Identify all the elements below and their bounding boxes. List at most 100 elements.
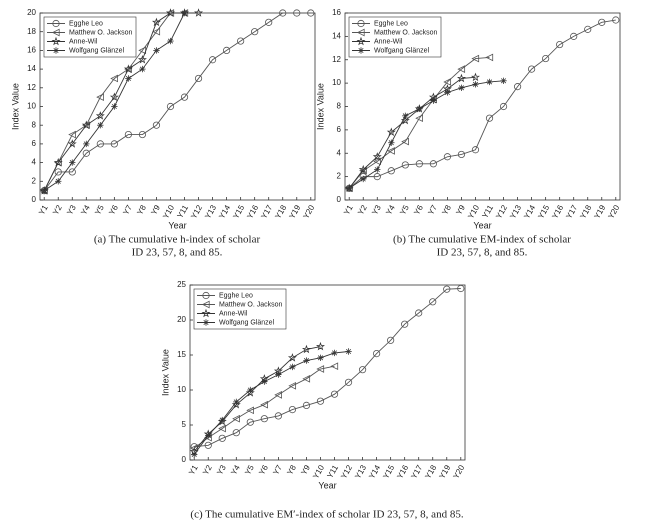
x-tick-label: Y14 — [217, 203, 232, 220]
marker — [68, 168, 76, 176]
y-tick-label: 25 — [177, 280, 186, 289]
x-tick-label: Y5 — [243, 463, 256, 476]
y-tick-label: 12 — [332, 55, 341, 64]
marker-stroke — [181, 10, 188, 16]
marker — [416, 105, 423, 113]
x-tick-label: Y7 — [271, 463, 284, 476]
marker — [274, 412, 282, 420]
marker — [260, 400, 268, 409]
marker-stroke — [139, 66, 145, 72]
marker — [54, 168, 62, 176]
marker — [194, 74, 203, 83]
legend-label: Matthew O. Jackson — [219, 301, 283, 308]
x-tick-label: Y9 — [149, 203, 162, 216]
x-tick-label: Y9 — [454, 203, 467, 216]
marker — [344, 378, 353, 386]
x-tick-label: Y18 — [273, 203, 288, 220]
y-tick-label: 0 — [337, 195, 342, 204]
legend-label: Egghe Leo — [69, 20, 103, 27]
marker — [194, 8, 204, 17]
legend-label: Anne-Wil — [219, 310, 248, 317]
marker — [261, 378, 268, 385]
marker — [260, 415, 268, 423]
marker — [598, 18, 606, 26]
marker — [457, 284, 465, 293]
legend: Egghe Leo Matthew O. Jackson Anne-Wil Wolfg… — [348, 16, 442, 58]
plot-frame — [189, 284, 466, 461]
caption: ID 23, 57, 8, and 85. — [132, 247, 223, 259]
marker — [275, 371, 282, 378]
marker — [288, 405, 297, 414]
x-tick-label: Y9 — [299, 463, 312, 476]
y-tick-label: 0 — [32, 195, 37, 204]
marker-stroke — [97, 122, 103, 128]
x-tick-label: Y6 — [257, 463, 270, 476]
marker — [415, 309, 423, 317]
marker — [330, 362, 339, 371]
marker-stroke — [167, 38, 174, 44]
marker-stroke — [331, 350, 338, 356]
marker-stroke — [388, 140, 394, 146]
marker — [373, 157, 381, 166]
marker-stroke — [458, 85, 464, 91]
x-tick-label: Y20 — [606, 203, 621, 220]
marker — [372, 152, 382, 161]
marker — [386, 127, 396, 137]
marker-stroke — [501, 78, 507, 84]
marker — [316, 397, 325, 405]
marker — [401, 137, 409, 146]
y-tick-label: 10 — [332, 78, 341, 87]
marker — [556, 40, 564, 49]
marker — [444, 89, 451, 96]
x-tick-label: Y15 — [536, 203, 551, 220]
x-tick-label: Y14 — [367, 463, 382, 480]
marker — [443, 153, 452, 161]
caption: (a) The cumulative h-index of scholar — [94, 234, 261, 246]
y-tick-label: 14 — [27, 64, 36, 73]
x-tick-label: Y19 — [592, 203, 607, 220]
marker — [374, 166, 381, 173]
marker — [528, 65, 536, 73]
y-tick-label: 16 — [27, 46, 36, 55]
x-tick-label: Y15 — [381, 463, 396, 480]
marker — [52, 19, 60, 28]
marker — [51, 36, 61, 46]
marker — [52, 47, 60, 54]
marker — [570, 32, 578, 40]
marker — [317, 354, 324, 361]
x-tick-label: Y4 — [229, 463, 242, 476]
legend: Egghe Leo Matthew O. Jackson Anne-Wil Wolfg… — [43, 16, 137, 58]
x-tick-label: Y4 — [79, 203, 92, 216]
marker — [68, 130, 76, 139]
x-tick-label: Y10 — [311, 463, 326, 480]
marker-stroke — [346, 348, 352, 355]
x-tick-label: Y19 — [437, 463, 452, 480]
legend: Egghe Leo Matthew O. Jackson Anne-Wil Wolfg… — [193, 288, 287, 330]
x-tick-label: Y11 — [480, 203, 495, 220]
marker — [181, 9, 188, 17]
series-line — [348, 56, 490, 189]
marker — [232, 429, 240, 437]
marker — [356, 36, 366, 46]
marker — [219, 416, 226, 424]
x-tick-label: Y16 — [395, 463, 410, 480]
marker — [612, 16, 620, 24]
y-tick-label: 12 — [27, 83, 36, 92]
marker — [303, 357, 310, 364]
marker — [443, 78, 452, 86]
y-tick-label: 16 — [332, 8, 341, 17]
x-tick-label: Y3 — [215, 463, 228, 476]
x-tick-label: Y15 — [231, 203, 246, 220]
marker-stroke — [360, 176, 366, 182]
x-tick-label: Y10 — [161, 203, 176, 220]
y-axis-label: Index Value — [10, 83, 20, 130]
marker — [401, 320, 409, 328]
marker — [69, 159, 76, 166]
x-tick-label: Y13 — [508, 203, 523, 220]
marker — [180, 93, 189, 101]
marker-stroke — [41, 188, 47, 194]
caption: ID 23, 57, 8, and 85. — [437, 247, 528, 259]
x-tick-label: Y16 — [245, 203, 260, 220]
y-tick-label: 20 — [177, 315, 186, 324]
marker-stroke — [247, 387, 253, 393]
